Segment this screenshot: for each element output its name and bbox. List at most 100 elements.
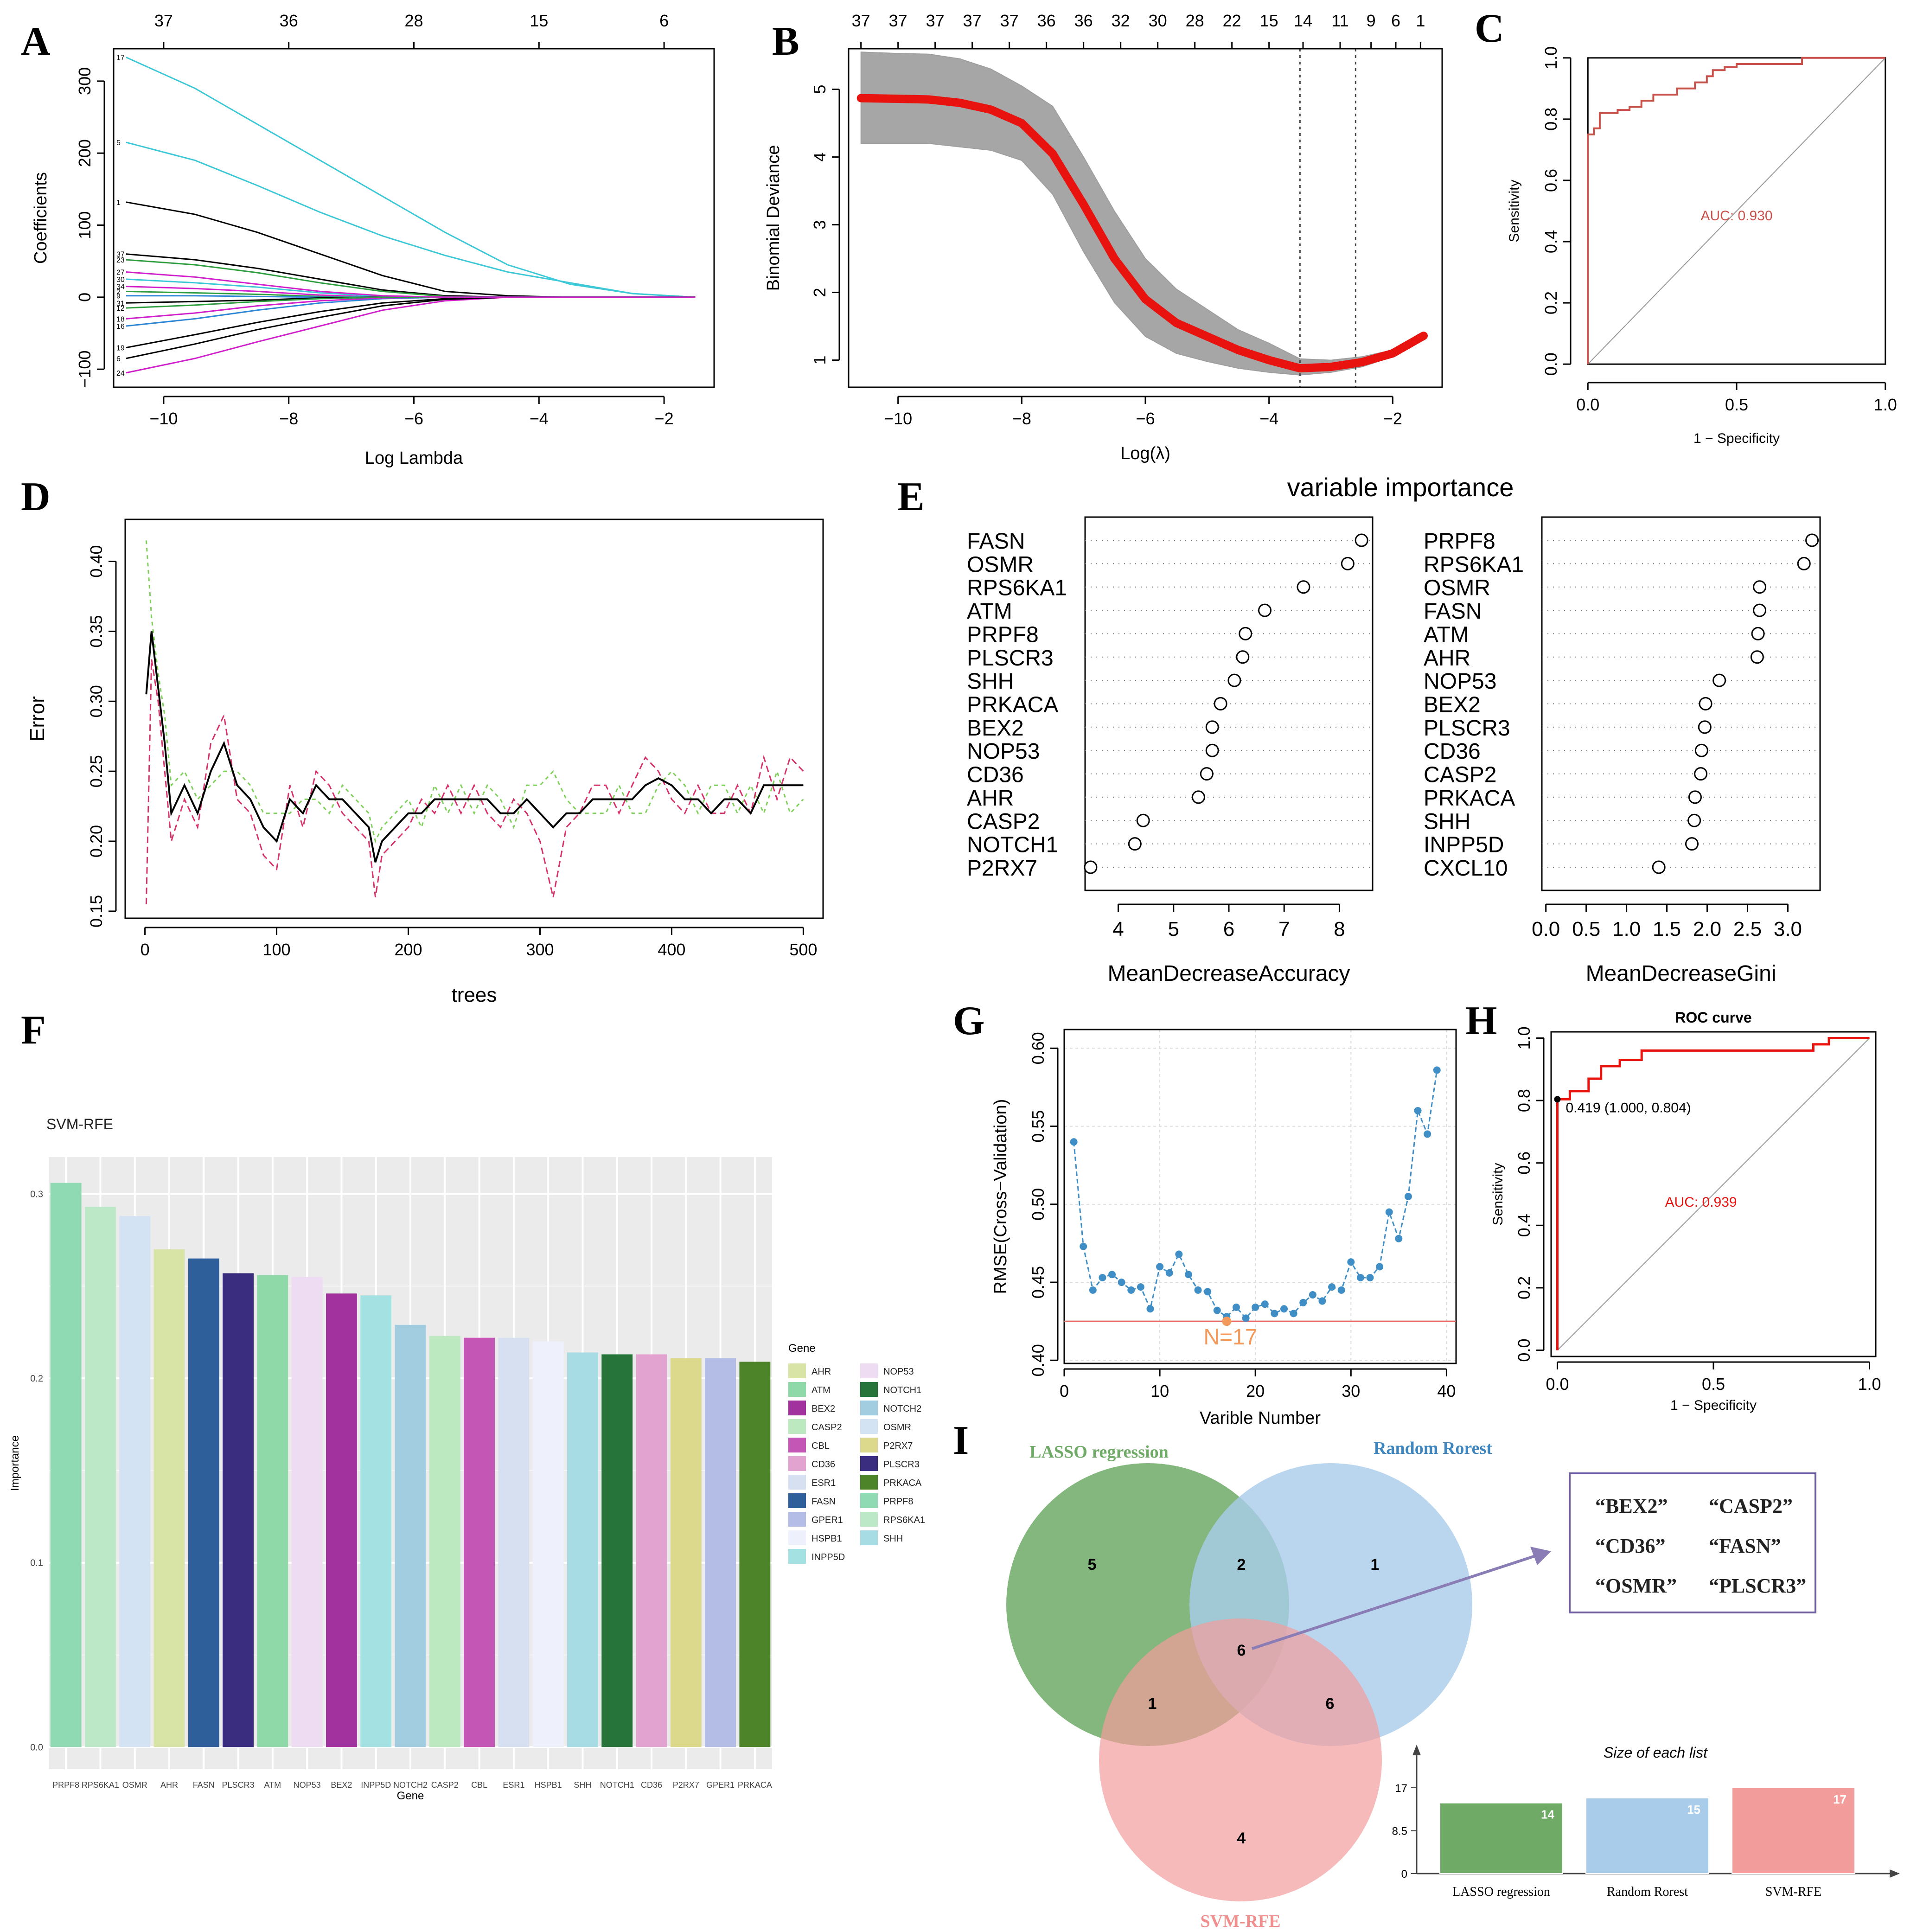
varimp-label: SHH [1424, 809, 1470, 834]
coef-path-label: 6 [116, 355, 121, 363]
varimp-label: P2RX7 [967, 856, 1037, 881]
svm-legend-swatch [860, 1530, 878, 1545]
lasso-x-axis-tick-label: −10 [149, 409, 178, 428]
rmse-point [1414, 1107, 1422, 1114]
rmse-point [1309, 1291, 1316, 1299]
varimp-frame-0 [1084, 516, 1374, 891]
lasso-path-frame [113, 48, 715, 388]
svm-legend-swatch [788, 1438, 806, 1452]
rmse-point [1299, 1299, 1307, 1306]
rmse-point [1356, 1273, 1364, 1281]
varimp-point [1239, 627, 1252, 640]
svm-legend-label: SHH [883, 1534, 903, 1544]
deviance-top-tick-label: 37 [963, 11, 982, 30]
varimp-point [1687, 813, 1701, 827]
rf-y-axis-tick-label: 0.35 [87, 615, 106, 647]
coef-path-label: 5 [116, 139, 121, 147]
svm-bar-PLSCR3 [223, 1273, 254, 1747]
varimp-x-label: MeanDecreaseGini [1586, 961, 1776, 986]
coef-path-5 [126, 141, 696, 298]
varimp-label: AHR [1424, 646, 1470, 671]
svm-x-tick-label: PRPF8 [52, 1780, 79, 1790]
svm-bar-AHR [153, 1249, 185, 1747]
rmse-y-axis-tick-label: 0.55 [1029, 1110, 1048, 1143]
svm-legend-label: ATM [812, 1385, 831, 1395]
varimp-point [1698, 720, 1712, 734]
list-size-x-label: Random Rorest [1607, 1885, 1688, 1899]
varimp-point [1694, 743, 1708, 757]
coef-path-label: 23 [116, 256, 125, 264]
varimp-point [1713, 673, 1726, 687]
svm-y-tick-label: 0.1 [30, 1558, 43, 1568]
varimp-point [1297, 580, 1310, 594]
deviance-top-tick-label: 36 [1037, 11, 1056, 30]
varimp-point [1355, 533, 1368, 547]
svm-bar-CD36 [636, 1354, 667, 1747]
svm-x-tick-label: P2RX7 [673, 1780, 699, 1790]
venn-count-rf_svm: 6 [1326, 1695, 1335, 1713]
rmse-x-axis-tick-label: 0 [1060, 1382, 1069, 1401]
svm-bar-SHH [567, 1352, 598, 1747]
svm-x-tick-label: OSMR [122, 1780, 147, 1790]
coef-path-1 [126, 201, 696, 298]
rmse-point [1099, 1273, 1106, 1281]
svm-legend-swatch [860, 1475, 878, 1490]
roc-h-diagonal [1557, 1037, 1870, 1351]
varimp-point [1214, 697, 1227, 710]
rmse-best-label: N=17 [1203, 1325, 1257, 1350]
lasso-y-axis-tick-label: 100 [75, 211, 94, 239]
lasso-y-axis-tick-label: 0 [75, 293, 94, 302]
varimp-x-tick-label: 2.5 [1733, 918, 1762, 940]
rmse-y-axis-tick-label: 0.45 [1029, 1266, 1048, 1299]
venn-label-svm: SVM-RFE [1200, 1912, 1280, 1931]
roc-h-y-axis-tick-label: 0.2 [1514, 1276, 1534, 1299]
svm-legend-swatch [860, 1419, 878, 1434]
varimp-x-tick-label: 4 [1112, 918, 1124, 940]
rmse-point [1261, 1300, 1269, 1308]
coef-path-label: 2 [116, 288, 121, 296]
varimp-point [1136, 813, 1150, 827]
deviance-top-tick-label: 6 [1391, 11, 1400, 30]
rmse-point [1080, 1242, 1087, 1250]
svm-legend-label: RPS6KA1 [883, 1515, 925, 1525]
svm-legend-swatch [860, 1363, 878, 1378]
rf-y-label: Error [26, 696, 49, 742]
rf-y-axis-tick-label: 0.20 [87, 825, 106, 857]
rf-x-axis-tick-label: 300 [526, 940, 554, 959]
rf-error-class1 [145, 659, 804, 904]
svm-x-tick-label: INPP5D [361, 1780, 391, 1790]
varimp-x-label: MeanDecreaseAccuracy [1108, 961, 1350, 986]
svm-x-tick-label: CBL [471, 1780, 487, 1790]
svm-bar-NOTCH2 [395, 1324, 426, 1747]
deviance-top-tick-label: 30 [1149, 11, 1167, 30]
svm-bar-BEX2 [326, 1293, 357, 1747]
roc-c-x-axis-tick-label: 1.0 [1874, 395, 1897, 414]
varimp-label: RPS6KA1 [967, 576, 1067, 601]
deviance-top-tick-label: 15 [1260, 11, 1278, 30]
varimp-point [1797, 557, 1811, 570]
rmse-point [1137, 1283, 1144, 1291]
list-size-y-tick-label: 8.5 [1392, 1825, 1407, 1838]
svm-x-tick-label: SHH [574, 1780, 591, 1790]
varimp-label: ATM [1424, 622, 1469, 647]
lasso-top-tick-label: 36 [280, 11, 298, 30]
coef-path-label: 24 [116, 370, 125, 377]
venn-count-rf_only: 1 [1371, 1556, 1380, 1574]
roc-h-y-label: Sensitivity [1490, 1163, 1506, 1225]
rf-y-axis-tick-label: 0.15 [87, 895, 106, 928]
rmse-point [1385, 1208, 1393, 1216]
roc-h-x-axis-tick-label: 0.5 [1702, 1375, 1725, 1394]
svm-legend-label: ESR1 [812, 1478, 836, 1488]
svm-x-tick-label: AHR [160, 1780, 178, 1790]
deviance-y-label: Binomial Deviance [764, 145, 783, 291]
svm-legend-swatch [788, 1419, 806, 1434]
varimp-label: OSMR [1424, 576, 1490, 601]
svm-bar-NOP53 [291, 1277, 323, 1747]
varimp-title: variable importance [1287, 473, 1514, 502]
venn-count-svm_only: 4 [1237, 1830, 1246, 1847]
varimp-point [1688, 790, 1702, 804]
deviance-top-tick-label: 37 [852, 11, 870, 30]
deviance-top-tick-label: 9 [1367, 11, 1376, 30]
shared-genes-box [1569, 1472, 1816, 1613]
